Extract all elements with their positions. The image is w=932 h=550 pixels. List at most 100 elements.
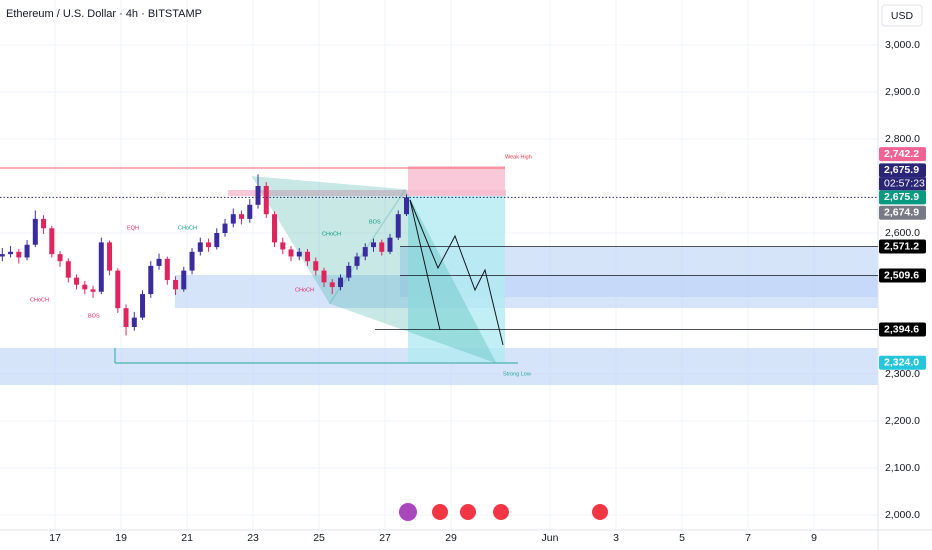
candle-body xyxy=(362,247,368,257)
candle-body xyxy=(239,214,245,219)
event-icon[interactable] xyxy=(493,504,509,520)
x-tick-label: 5 xyxy=(679,532,685,544)
annotation: CHoCH xyxy=(178,225,197,231)
candle-body xyxy=(313,261,319,271)
annotation: CHoCH xyxy=(30,297,49,303)
price-label-box xyxy=(879,322,926,337)
x-tick-label: 29 xyxy=(445,532,457,544)
zone xyxy=(408,195,505,362)
x-tick-label: 27 xyxy=(379,532,391,544)
candle-body xyxy=(197,242,203,252)
price-label: 2,742.2 xyxy=(884,148,919,160)
candle-body xyxy=(41,218,47,229)
annotation: CHoCH xyxy=(295,287,314,293)
arrow xyxy=(409,199,441,331)
candle-body xyxy=(107,242,113,271)
candle-body xyxy=(156,258,162,266)
candle-body xyxy=(387,237,393,252)
candle-body xyxy=(189,251,195,271)
y-tick-label: 2,600.0 xyxy=(885,227,920,239)
annotation: CHoCH xyxy=(322,231,341,237)
price-label: 2,324.0 xyxy=(884,356,919,368)
event-icon[interactable] xyxy=(592,504,608,520)
annotation: BOS xyxy=(369,219,381,225)
candle-body xyxy=(403,197,409,215)
candle-body xyxy=(321,270,327,283)
annotation: EQH xyxy=(127,225,139,231)
zone xyxy=(228,190,506,196)
candle-body xyxy=(131,317,137,327)
x-tick-label: 7 xyxy=(745,532,751,544)
candle-body xyxy=(329,282,335,288)
y-tick-label: 2,100.0 xyxy=(885,462,920,474)
y-tick-label: 2,300.0 xyxy=(885,368,920,380)
candle-body xyxy=(148,265,154,295)
candle-body xyxy=(288,249,294,257)
event-icon[interactable] xyxy=(399,503,417,521)
y-tick-label: 2,000.0 xyxy=(885,509,920,521)
x-tick-label: 3 xyxy=(613,532,619,544)
price-label: 2,394.6 xyxy=(884,323,919,335)
y-tick-label: 2,800.0 xyxy=(885,133,920,145)
price-label-box xyxy=(879,190,926,205)
x-tick-label: 9 xyxy=(811,532,817,544)
x-tick-label: 23 xyxy=(247,532,259,544)
price-label-box xyxy=(879,268,926,283)
candle-body xyxy=(222,223,228,233)
candle-body xyxy=(272,214,278,243)
candle-body xyxy=(214,232,220,248)
x-tick-label: Jun xyxy=(542,532,559,544)
candle-body xyxy=(395,214,401,238)
candle-body xyxy=(57,254,63,262)
pattern xyxy=(251,176,407,305)
price-label-box xyxy=(879,239,926,254)
price-label: 2,571.2 xyxy=(884,240,919,252)
candle-body xyxy=(32,218,38,245)
price-label-box xyxy=(879,163,926,178)
candle-body xyxy=(98,242,104,292)
candle-body xyxy=(230,214,236,224)
x-tick-label: 19 xyxy=(115,532,127,544)
price-label-box xyxy=(879,205,926,220)
chart-title: Ethereum / U.S. Dollar · 4h · BITSTAMP xyxy=(6,8,202,20)
x-tick-label: 21 xyxy=(181,532,193,544)
candle-body xyxy=(74,277,80,285)
candle-body xyxy=(371,242,377,248)
candle-body xyxy=(305,251,311,262)
x-tick-label: 25 xyxy=(313,532,325,544)
candle-body xyxy=(65,261,71,278)
candle-body xyxy=(247,204,253,219)
candle-body xyxy=(24,244,30,258)
candle-body xyxy=(123,308,129,327)
annotation: Strong Low xyxy=(503,371,531,377)
candle-body xyxy=(354,256,360,266)
candle-body xyxy=(181,270,187,290)
event-icon[interactable] xyxy=(432,504,448,520)
annotation: BOS xyxy=(88,313,100,319)
candle-body xyxy=(115,270,121,309)
candle-body xyxy=(255,185,261,205)
price-label: 2,675.9 xyxy=(884,164,919,176)
y-tick-label: 2,900.0 xyxy=(885,86,920,98)
candle-body xyxy=(164,258,170,280)
candle-body xyxy=(379,242,385,252)
price-label-box xyxy=(879,147,926,162)
candle-body xyxy=(173,279,179,290)
candle-body xyxy=(82,284,88,290)
candle-body xyxy=(140,294,146,318)
candle-body xyxy=(346,265,352,278)
price-label: 2,674.9 xyxy=(884,207,919,219)
countdown-box xyxy=(879,177,926,191)
candle-body xyxy=(49,228,55,255)
countdown: 02:57:23 xyxy=(884,178,925,190)
price-label-box xyxy=(879,355,926,370)
x-tick-label: 17 xyxy=(49,532,61,544)
event-icon[interactable] xyxy=(460,504,476,520)
price-label: 2,675.9 xyxy=(884,191,919,203)
currency-button[interactable] xyxy=(881,4,923,27)
candle-body xyxy=(8,251,14,255)
candle-body xyxy=(206,242,212,248)
candle-body xyxy=(0,254,5,257)
currency: USD xyxy=(891,10,914,22)
